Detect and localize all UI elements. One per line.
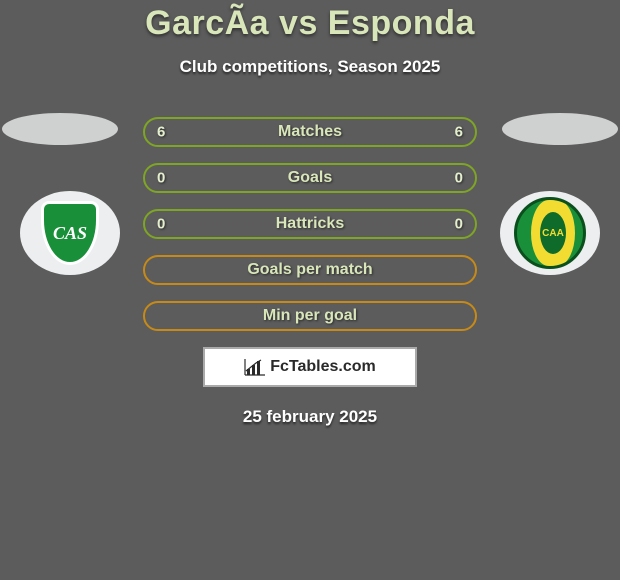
crest-right-text: CAA (542, 228, 564, 239)
stat-row-hattricks: 0 Hattricks 0 (143, 209, 477, 239)
stat-left-value: 6 (157, 124, 165, 141)
bar-chart-icon (244, 358, 266, 376)
stat-label: Goals per match (247, 261, 372, 279)
stat-pill-column: 6 Matches 6 0 Goals 0 0 Hattricks 0 Goal… (143, 117, 477, 331)
stat-left-value: 0 (157, 170, 165, 187)
stat-right-value: 6 (455, 124, 463, 141)
player-placeholder-right (502, 113, 618, 145)
stat-right-value: 0 (455, 170, 463, 187)
club-crest-right: CAA (500, 191, 600, 275)
stats-area: CAS CAA 6 Matches 6 0 Goals (0, 117, 620, 427)
stat-row-matches: 6 Matches 6 (143, 117, 477, 147)
stat-label: Matches (278, 123, 342, 141)
attribution-text: FcTables.com (270, 358, 376, 376)
subtitle: Club competitions, Season 2025 (0, 57, 620, 77)
crest-roundel: CAA (514, 197, 586, 269)
crest-left-text: CAS (53, 223, 87, 244)
stat-row-goals: 0 Goals 0 (143, 163, 477, 193)
crest-inner: CAA (540, 212, 566, 254)
club-crest-left: CAS (20, 191, 120, 275)
page-title: GarcÃ­a vs Esponda (0, 4, 620, 43)
stat-label: Min per goal (263, 307, 357, 325)
crest-band: CAA (531, 200, 575, 266)
stat-left-value: 0 (157, 216, 165, 233)
stat-right-value: 0 (455, 216, 463, 233)
date-label: 25 february 2025 (0, 407, 620, 427)
stat-label: Hattricks (276, 215, 344, 233)
comparison-card: GarcÃ­a vs Esponda Club competitions, Se… (0, 0, 620, 580)
stat-label: Goals (288, 169, 332, 187)
player-placeholder-left (2, 113, 118, 145)
attribution-box: FcTables.com (203, 347, 417, 387)
stat-row-goals-per-match: Goals per match (143, 255, 477, 285)
stat-row-min-per-goal: Min per goal (143, 301, 477, 331)
